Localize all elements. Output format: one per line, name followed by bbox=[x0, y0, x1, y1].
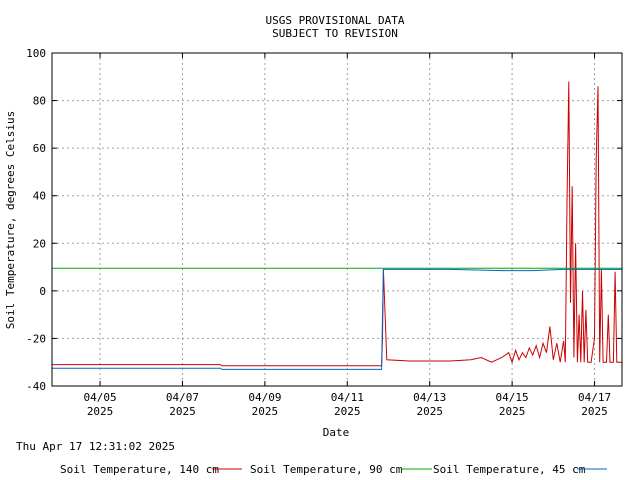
chart-title-line-1: USGS PROVISIONAL DATA bbox=[265, 14, 404, 27]
y-tick-label: -40 bbox=[26, 380, 46, 393]
y-tick-label: 80 bbox=[33, 95, 46, 108]
legend-label: Soil Temperature, 140 cm bbox=[60, 463, 219, 476]
y-tick-label: 0 bbox=[39, 285, 46, 298]
y-tick-label: 20 bbox=[33, 237, 46, 250]
x-axis: 04/05202504/07202504/09202504/11202504/1… bbox=[84, 53, 611, 418]
x-tick-year-label: 2025 bbox=[334, 405, 361, 418]
legend-label: Soil Temperature, 45 cm bbox=[433, 463, 586, 476]
x-tick-year-label: 2025 bbox=[581, 405, 608, 418]
y-axis-label: Soil Temperature, degrees Celsius bbox=[4, 111, 17, 330]
x-tick-label: 04/07 bbox=[166, 391, 199, 404]
x-tick-year-label: 2025 bbox=[87, 405, 114, 418]
x-axis-label: Date bbox=[323, 426, 350, 439]
x-tick-year-label: 2025 bbox=[252, 405, 279, 418]
grid bbox=[52, 53, 622, 386]
legend-label: Soil Temperature, 90 cm bbox=[250, 463, 403, 476]
x-tick-label: 04/15 bbox=[496, 391, 529, 404]
y-tick-label: 100 bbox=[26, 47, 46, 60]
x-tick-label: 04/05 bbox=[84, 391, 117, 404]
series-140cm-line bbox=[52, 81, 622, 367]
y-axis: -40 -20 0 20 40 60 80 100 bbox=[26, 47, 622, 393]
y-tick-label: -20 bbox=[26, 332, 46, 345]
x-tick-label: 04/09 bbox=[248, 391, 281, 404]
x-tick-label: 04/13 bbox=[413, 391, 446, 404]
x-tick-label: 04/17 bbox=[578, 391, 611, 404]
x-tick-year-label: 2025 bbox=[499, 405, 526, 418]
series-45cm-line bbox=[52, 268, 622, 370]
x-tick-year-label: 2025 bbox=[169, 405, 196, 418]
x-tick-year-label: 2025 bbox=[416, 405, 443, 418]
series-layer bbox=[52, 81, 622, 370]
plot-frame bbox=[51, 52, 623, 387]
y-tick-label: 40 bbox=[33, 190, 46, 203]
chart-title-line-2: SUBJECT TO REVISION bbox=[272, 27, 398, 40]
timestamp: Thu Apr 17 12:31:02 2025 bbox=[16, 440, 175, 453]
x-tick-label: 04/11 bbox=[331, 391, 364, 404]
legend: Soil Temperature, 140 cm Soil Temperature… bbox=[60, 463, 607, 476]
y-tick-label: 60 bbox=[33, 142, 46, 155]
